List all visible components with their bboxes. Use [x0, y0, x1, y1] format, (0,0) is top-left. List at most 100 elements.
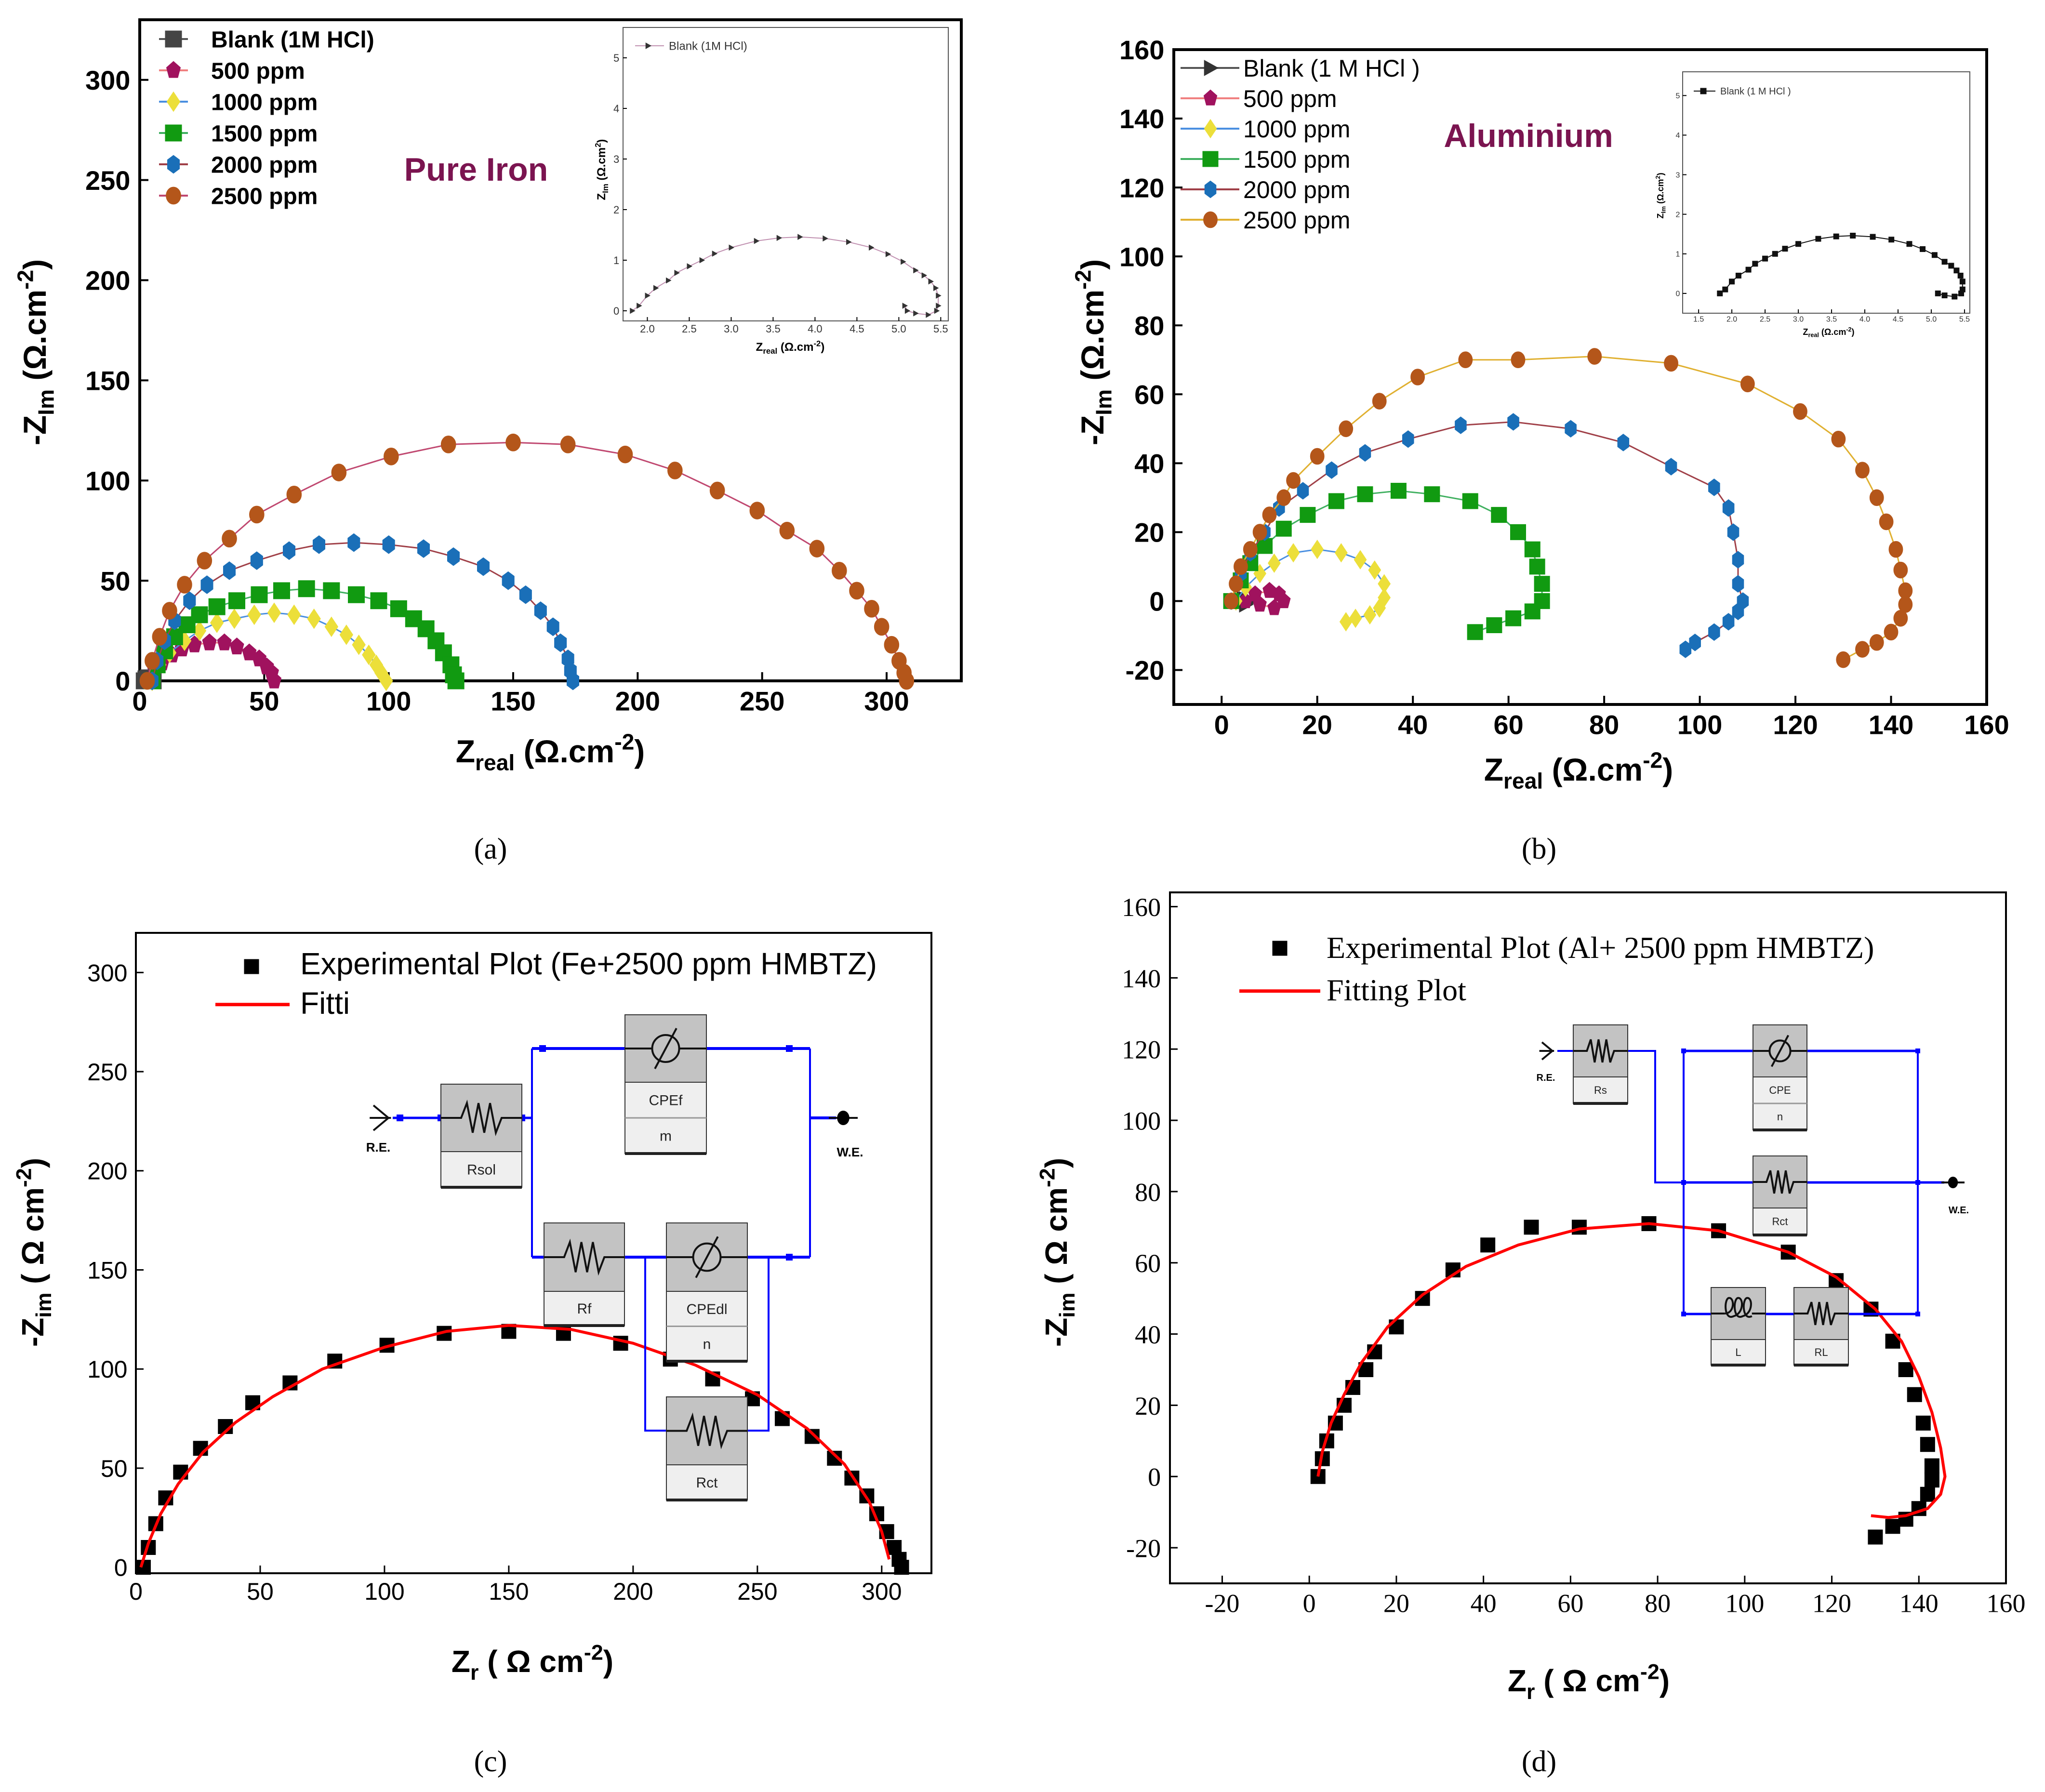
data-point	[1617, 434, 1630, 451]
legend-marker	[167, 155, 180, 174]
data-point	[653, 285, 659, 292]
x-tick-label: 140	[1869, 710, 1913, 740]
data-point	[1275, 520, 1292, 537]
axis-label-rest: (Ω.cm	[17, 290, 53, 389]
data-point	[936, 303, 942, 309]
data-point	[779, 521, 795, 540]
y-tick-label: 0	[115, 666, 130, 696]
axis-label-main: Z	[1656, 213, 1665, 219]
x-tick-label: 3.0	[724, 323, 739, 335]
axis-label-sup: -2	[1035, 1168, 1059, 1187]
x-tick-label: 150	[489, 1578, 529, 1605]
y-tick-label: 0	[1149, 586, 1164, 617]
data-point	[1565, 420, 1577, 438]
x-tick-label: 0	[1303, 1589, 1316, 1618]
legend-label: 2500 ppm	[1243, 207, 1350, 234]
data-point	[1524, 1220, 1539, 1235]
data-point	[823, 235, 828, 242]
data-point	[1941, 259, 1948, 265]
y-tick-label: 200	[85, 265, 130, 296]
x-tick-label: 120	[1812, 1589, 1851, 1618]
axis-label-sup: -2	[584, 1640, 603, 1664]
data-point	[249, 505, 265, 524]
data-point	[1952, 293, 1958, 300]
axis-label-sub: Im	[1091, 389, 1116, 415]
data-point	[505, 433, 521, 451]
legend-label: Blank (1M HCl)	[211, 27, 374, 53]
legend-label: 2000 ppm	[1243, 176, 1350, 203]
axis-label-main: Z	[1484, 752, 1503, 787]
data-point	[287, 604, 301, 625]
data-point	[560, 436, 576, 453]
data-point	[921, 272, 928, 279]
data-point	[1243, 541, 1258, 558]
data-point	[913, 267, 919, 274]
axis-label-sup: 2	[1655, 175, 1661, 179]
axis-label-sub: real	[763, 346, 777, 356]
data-point	[440, 436, 456, 453]
data-point	[139, 672, 155, 690]
data-point	[687, 263, 692, 269]
data-point	[208, 598, 226, 615]
data-point	[1664, 355, 1678, 372]
x-tick-label: 150	[491, 686, 535, 717]
legend-marker	[165, 30, 182, 48]
chart-title: Pure Iron	[404, 151, 548, 188]
data-point	[1732, 575, 1744, 593]
x-tick-label: 40	[1471, 1589, 1497, 1618]
data-point	[1402, 430, 1414, 448]
data-point	[1793, 403, 1807, 420]
panel-label-b: (b)	[1522, 833, 1556, 865]
data-point	[1505, 610, 1522, 626]
y-tick-label: 3	[1675, 171, 1680, 179]
axis-label-sup: -2	[12, 1168, 36, 1187]
x-tick-label: 1.5	[1693, 316, 1704, 324]
data-point	[1424, 486, 1440, 503]
legend-label: Experimental Plot (Al+ 2500 ppm HMBTZ)	[1327, 930, 1874, 965]
data-point	[1957, 272, 1964, 279]
axis-label-end: )	[603, 1644, 613, 1679]
data-point	[546, 617, 559, 637]
legend-entry: 2500 ppm	[1181, 207, 1350, 234]
y-tick-label: 150	[87, 1257, 127, 1284]
chart-a: 0 50 100 150 200 250 300050100150200250300Zrea…	[13, 18, 963, 775]
data-point	[1907, 1387, 1922, 1402]
component-label: CPE	[1769, 1084, 1791, 1096]
legend-label: 1000 ppm	[211, 90, 318, 115]
legend-entry: 500 ppm	[159, 58, 305, 84]
legend-marker	[1202, 151, 1219, 167]
legend: Blank (1M HCl) 500 ppm 1000 ppm 1500 ppm 200…	[159, 27, 374, 209]
axis-label-end: )	[1660, 1663, 1670, 1698]
x-tick-label: 40	[1398, 710, 1428, 740]
data-point	[266, 671, 282, 689]
y-tick-label: -20	[1125, 655, 1164, 686]
data-point	[417, 539, 430, 558]
legend-marker	[1272, 941, 1288, 956]
data-point	[666, 277, 672, 284]
data-point	[1870, 234, 1876, 240]
data-point	[1310, 448, 1325, 465]
data-point	[901, 258, 906, 265]
x-axis-title: Zreal (Ω.cm-2)	[456, 730, 645, 775]
inset-chart: 1.5 2.0 2.5 3.0 3.5 4.0 4.5 5.0 5.5 0 1 2 3 4 5 Zreal (…	[1655, 71, 1970, 339]
legend-marker	[165, 124, 182, 142]
axis-label-sub: real	[1808, 332, 1819, 339]
data-point	[729, 244, 734, 251]
axis-label-sub: im	[32, 1292, 56, 1317]
data-point	[1368, 560, 1381, 580]
working-electrode-label: W.E.	[837, 1145, 863, 1159]
axis-label-sup: 2	[593, 143, 602, 147]
circuit-node	[1915, 1049, 1920, 1053]
data-point	[347, 533, 360, 552]
data-point	[933, 285, 939, 292]
fitting-curve	[139, 1324, 891, 1568]
legend-marker	[1204, 180, 1217, 199]
legend-label: 500 ppm	[1243, 85, 1337, 112]
y-tick-label: 60	[1135, 1249, 1161, 1278]
data-point	[1665, 458, 1677, 476]
data-point	[223, 561, 236, 580]
component-label: n	[703, 1336, 711, 1352]
data-point	[1762, 255, 1768, 262]
x-tick-label: 5.0	[1926, 316, 1937, 324]
data-point	[1915, 1415, 1931, 1431]
